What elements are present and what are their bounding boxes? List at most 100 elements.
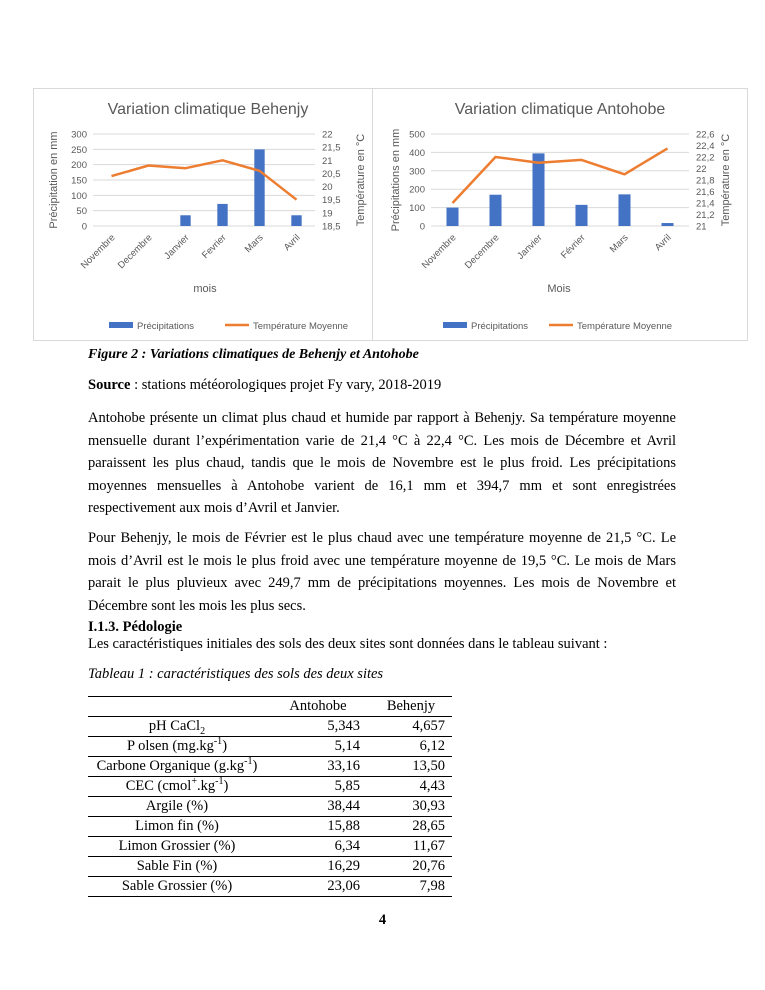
section-heading: I.1.3. Pédologie [88,619,183,635]
precipitation-bar [661,223,674,226]
y-tick-label: 50 [76,206,87,217]
y-tick-label: 250 [71,145,87,156]
temperature-line [111,159,298,201]
y-tick-label: 100 [71,191,87,202]
y-tick-label: 150 [71,176,87,187]
x-tick-label: Decembre [463,232,502,271]
x-tick-label: Avril [653,232,674,253]
paragraph-behenjy: Pour Behenjy, le mois de Février est le … [88,530,676,614]
chart-title: Variation climatique Antohobe [455,101,666,118]
y-tick-label: 300 [71,130,87,141]
x-tick-label: Janvier [515,232,544,261]
x-tick-label: Avril [282,232,303,253]
legend-swatch-precipitations [443,322,467,328]
header-antohobe: Antohobe [266,696,370,717]
chart-title: Variation climatique Behenjy [108,101,309,118]
table-row: Sable Grossier (%) 23,06 7,98 [88,876,452,897]
cell-behenjy: 11,67 [370,836,452,857]
table-caption: Tableau 1 : caractéristiques des sols de… [88,666,384,682]
row-label-superscript: -1 [244,756,253,768]
row-label: Sable Fin (%) [88,856,266,877]
table-row: Limon Grossier (%) 6,34 11,67 [88,836,452,857]
row-label: P olsen (mg.kg-1) [88,736,266,757]
figure-caption: Figure 2 : Variations climatiques de Beh… [88,347,419,362]
row-label-suffix: ) [252,758,258,774]
source-text: : stations météorologiques projet Fy var… [130,377,442,393]
cell-behenjy: 6,12 [370,736,452,757]
y2-tick-label: 22,2 [696,153,715,164]
precipitation-bar [217,203,228,226]
y-tick-label: 200 [409,185,425,196]
x-axis-title: mois [193,283,217,295]
cell-antohobe: 5,85 [266,776,370,797]
y2-tick-label: 21,5 [322,143,341,154]
x-tick-label: Mars [608,232,631,255]
y-tick-label: 0 [82,222,87,233]
table-row: P olsen (mg.kg-1) 5,14 6,12 [88,736,452,757]
row-label-superscript: -1 [215,776,224,788]
y2-tick-label: 19,5 [322,195,341,206]
row-label-superscript: + [191,776,197,788]
y2-tick-label: 22,4 [696,141,715,152]
precipitation-bar [489,194,502,226]
y-axis-title: Précipitations en mm [390,129,402,232]
cell-antohobe: 23,06 [266,876,370,897]
row-label-text: Argile (%) [145,798,209,814]
x-tick-label: Decembre [116,232,155,271]
row-label-suffix: .kg [196,778,216,794]
row-label-text: Limon Grossier (%) [118,838,236,854]
cell-behenjy: 20,76 [370,856,452,877]
row-label: Carbone Organique (g.kg-1) [88,756,266,777]
header-label [88,696,266,717]
y2-tick-label: 20 [322,182,333,193]
y-tick-label: 200 [71,160,87,171]
row-label: Limon fin (%) [88,816,266,837]
y2-tick-label: 21,6 [696,187,715,198]
figure-source: Source : stations météorologiques projet… [88,377,441,394]
cell-behenjy: 4,657 [370,716,452,737]
y2-tick-label: 21,2 [696,210,715,221]
figure-2-charts [33,88,748,341]
row-label-text: Sable Grossier (%) [121,878,233,894]
precipitation-bar [618,194,631,226]
chart-behenjy: Variation climatique Behenjy300250200150… [48,101,367,332]
row-label-text: CEC (cmol [125,778,192,794]
y2-tick-label: 22 [696,164,707,175]
y2-tick-label: 22,6 [696,130,715,141]
section-intro: Les caractéristiques initiales des sols … [88,636,608,652]
y2-axis-title: Température en °C [355,134,367,226]
table-row: Limon fin (%) 15,88 28,65 [88,816,452,837]
chart-antohobe: Variation climatique Antohobe 500 400 300 20… [390,101,732,332]
x-tick-label: Janvier [162,232,191,261]
x-axis-title: Mois [547,283,571,295]
row-label: pH CaCl2 [88,716,266,737]
source-label: Source [88,377,131,393]
row-label-text: Limon fin (%) [135,818,219,834]
row-label-suffix: ) [222,738,228,754]
x-tick-label: Novembre [420,232,459,271]
precipitation-bar [446,207,459,226]
y-tick-label: 300 [409,166,425,177]
cell-behenjy: 30,93 [370,796,452,817]
y2-tick-label: 21 [322,156,333,167]
precipitation-bar [180,215,191,226]
cell-antohobe: 5,14 [266,736,370,757]
cell-antohobe: 15,88 [266,816,370,837]
y-axis-title: Précipitation en mm [48,131,60,228]
row-label: CEC (cmol+.kg-1) [88,776,266,797]
y2-tick-label: 20,5 [322,169,341,180]
cell-behenjy: 13,50 [370,756,452,777]
y2-tick-label: 21 [696,222,707,233]
cell-antohobe: 38,44 [266,796,370,817]
legend-label-temperature: Température Moyenne [577,321,672,332]
cell-antohobe: 5,343 [266,716,370,737]
y-tick-label: 0 [420,222,425,233]
row-label-text: P olsen (mg.kg [126,738,214,754]
cell-behenjy: 4,43 [370,776,452,797]
row-label-text: Carbone Organique (g.kg [96,758,245,774]
table-row: Carbone Organique (g.kg-1) 33,16 13,50 [88,756,452,777]
row-label-suffix: ) [223,778,229,794]
precipitation-bar [575,204,588,226]
row-label-text: Sable Fin (%) [136,858,218,874]
x-tick-label: Février [559,232,588,261]
